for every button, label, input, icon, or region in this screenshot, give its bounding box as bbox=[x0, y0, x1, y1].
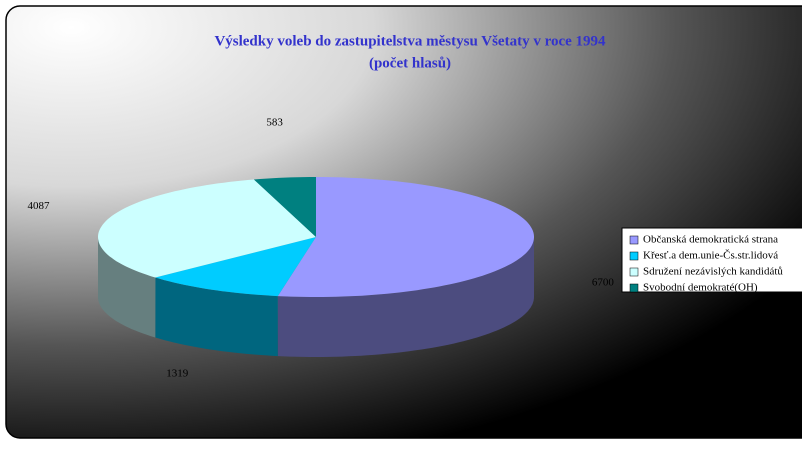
pie-side bbox=[155, 277, 278, 357]
data-label: 6700 bbox=[592, 277, 615, 289]
legend-swatch bbox=[629, 235, 639, 245]
legend-swatch bbox=[629, 251, 639, 261]
data-label: 583 bbox=[266, 117, 283, 129]
legend-label: Sdružení nezávislých kandidátů bbox=[643, 266, 783, 278]
chart-subtitle: (počet hlasů) bbox=[369, 55, 451, 71]
pie-slice bbox=[253, 177, 316, 237]
pie-slice bbox=[277, 177, 534, 297]
pie-side bbox=[98, 237, 156, 338]
pie-slice bbox=[155, 237, 316, 297]
legend-swatch bbox=[629, 267, 639, 277]
legend-label: Svobodní demokraté(OH) bbox=[643, 282, 758, 294]
pie-side bbox=[277, 237, 534, 357]
legend-swatch bbox=[629, 283, 639, 293]
legend-label: Křesť.a dem.unie-Čs.str.lidová bbox=[643, 250, 778, 262]
legend-label: Občanská demokratická strana bbox=[643, 234, 778, 246]
chart-title: Výsledky voleb do zastupitelstva městysu… bbox=[214, 33, 606, 49]
data-label: 4087 bbox=[27, 200, 50, 212]
legend bbox=[621, 227, 802, 293]
pie-slice bbox=[98, 179, 316, 278]
data-label: 1319 bbox=[166, 367, 189, 379]
